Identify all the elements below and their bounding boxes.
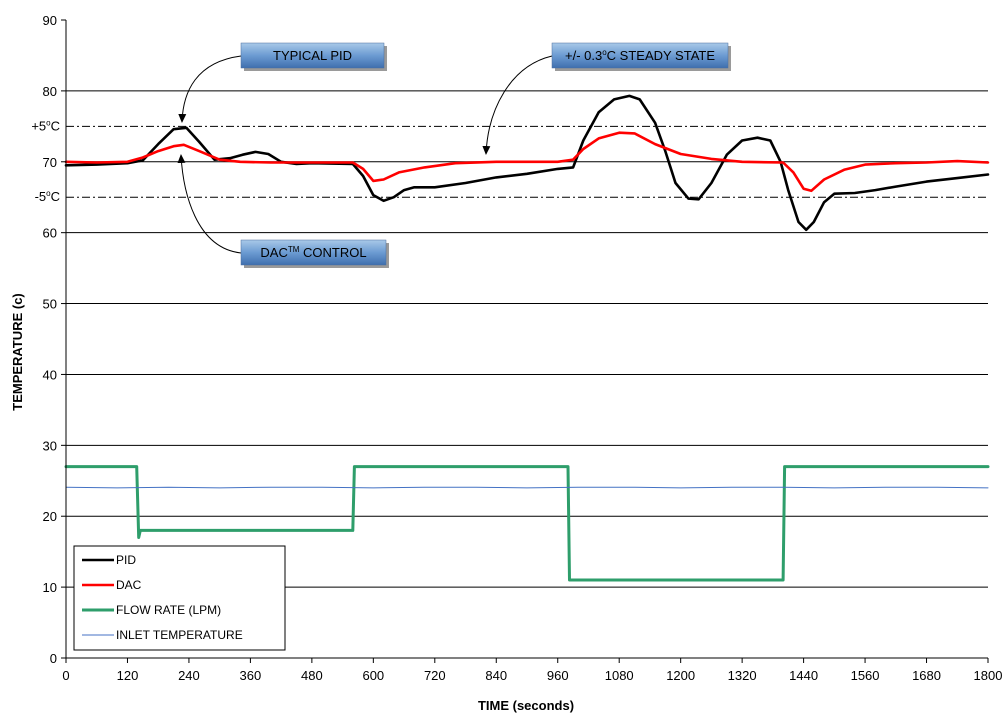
x-tick-label: 480 <box>301 668 323 683</box>
legend-box <box>73 545 286 651</box>
band-label-1: -5oC <box>35 189 60 204</box>
y-tick-label: 80 <box>43 84 57 99</box>
y-tick-label: 60 <box>43 226 57 241</box>
annotations: TYPICAL PID +/- 0.3oC STEADY STATE DACTM C… <box>177 42 731 268</box>
legend: PID DAC FLOW RATE (LPM) INLET TEMPERATURE <box>73 545 286 651</box>
x-tick-label: 1080 <box>605 668 634 683</box>
callout-label: +/- 0.3oC STEADY STATE <box>565 48 715 63</box>
legend-label: INLET TEMPERATURE <box>116 628 243 642</box>
y-tick-label: 70 <box>43 155 57 170</box>
x-tick-label: 1560 <box>851 668 880 683</box>
x-tick-label: 720 <box>424 668 446 683</box>
y-tick-label: 20 <box>43 509 57 524</box>
y-tick-label: 50 <box>43 297 57 312</box>
series-inlet-temperature <box>65 486 989 489</box>
callout-arrow <box>177 154 242 254</box>
x-tick-label: 1440 <box>789 668 818 683</box>
y-tick-label: 30 <box>43 438 57 453</box>
y-tick-label: 10 <box>43 580 57 595</box>
y-tick-label: 40 <box>43 367 57 382</box>
legend-label: PID <box>116 553 136 567</box>
x-tick-label: 0 <box>62 668 69 683</box>
x-tick-label: 1800 <box>974 668 1003 683</box>
callout-0: TYPICAL PID <box>178 42 387 123</box>
band-lines <box>66 125 988 198</box>
grid-layer <box>66 90 988 588</box>
x-tick-label: 960 <box>547 668 569 683</box>
callout-box <box>240 239 387 266</box>
series-layer <box>64 94 990 582</box>
tick-labels: +5oC -5oC 0 10 20 30 40 50 60 70 80 90 0 120 240 360 480… <box>31 13 1002 683</box>
callout-arrow <box>482 55 553 155</box>
x-tick-label: 120 <box>117 668 139 683</box>
y-axis-title: TEMPERATURE (c) <box>10 293 25 410</box>
x-tick-label: 1200 <box>666 668 695 683</box>
callout-box <box>240 42 385 69</box>
x-tick-label: 840 <box>485 668 507 683</box>
y-tick-label: 90 <box>43 13 57 28</box>
series-dac <box>64 131 990 193</box>
series-flow-rate-lpm <box>64 465 990 582</box>
callout-2: DACTM CONTROL <box>177 154 389 268</box>
x-tick-label: 1680 <box>912 668 941 683</box>
x-tick-label: 360 <box>240 668 262 683</box>
x-axis-title: TIME (seconds) <box>478 698 574 713</box>
series-pid <box>64 94 990 232</box>
x-tick-label: 240 <box>178 668 200 683</box>
callout-box <box>551 42 729 69</box>
band-label-0: +5oC <box>31 118 60 133</box>
callout-arrow <box>178 55 242 123</box>
legend-label: FLOW RATE (LPM) <box>116 603 221 617</box>
callout-1: +/- 0.3oC STEADY STATE <box>482 42 731 155</box>
y-tick-label: 0 <box>50 651 57 666</box>
x-tick-label: 1320 <box>728 668 757 683</box>
legend-label: DAC <box>116 578 142 592</box>
callout-label: TYPICAL PID <box>273 48 352 63</box>
axes <box>61 19 989 663</box>
callout-label: DACTM CONTROL <box>260 245 366 260</box>
x-tick-label: 600 <box>362 668 384 683</box>
